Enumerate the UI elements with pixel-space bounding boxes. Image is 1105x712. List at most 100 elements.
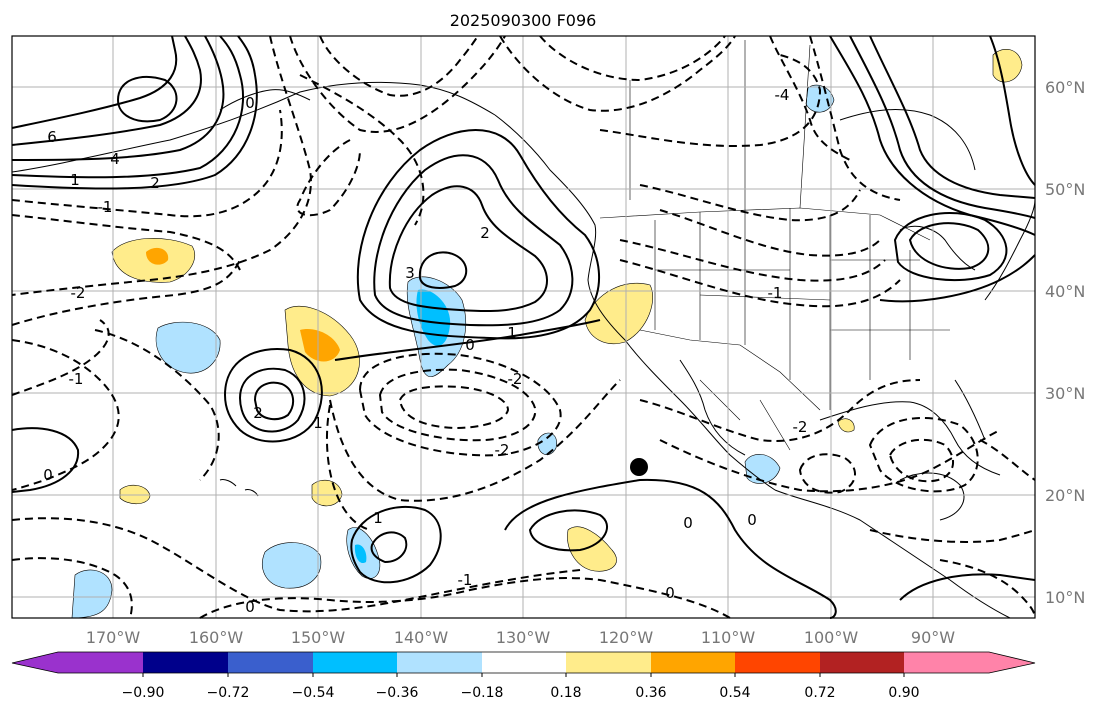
coast-east bbox=[984, 199, 1036, 301]
contour-pos-low-ring-2 bbox=[238, 367, 306, 433]
contour-neg-low-4 bbox=[329, 379, 621, 502]
colorbar-segment bbox=[397, 652, 482, 673]
coast-florida bbox=[954, 379, 986, 441]
border-us-mexico bbox=[639, 329, 821, 411]
shade-yellow-gulf bbox=[837, 418, 855, 433]
contour-label: 0 bbox=[683, 514, 693, 532]
lon-label: 110°W bbox=[701, 628, 756, 647]
shade-orange-central bbox=[300, 329, 340, 362]
contour-neg-west-1 bbox=[11, 319, 110, 396]
contour-label: 0 bbox=[665, 584, 675, 602]
shade-blue-northeast bbox=[805, 84, 835, 113]
colorbar-right-extend bbox=[989, 652, 1035, 673]
contour-neg-north-3 bbox=[319, 35, 479, 97]
contour-neg-center-4 bbox=[599, 54, 822, 147]
shade-yellow-northeast bbox=[992, 48, 1023, 83]
lat-label: 60°N bbox=[1045, 78, 1085, 97]
colorbar-tick-label: 0.72 bbox=[804, 685, 835, 701]
shade-blue-mexico bbox=[744, 454, 781, 484]
contour-neg-se-2 bbox=[939, 559, 1036, 619]
contour-neg-center-6 bbox=[619, 259, 901, 308]
contour-pos-south-4 bbox=[528, 509, 609, 552]
contour-label: 3 bbox=[405, 264, 415, 282]
contour-neg-north-4 bbox=[11, 109, 283, 218]
colorbar-segment bbox=[820, 652, 904, 673]
contour-pos-ne-2 bbox=[849, 35, 1036, 219]
contour-neg-mex-2 bbox=[659, 429, 1001, 493]
contour-label: -1 bbox=[458, 571, 473, 589]
contour-pos-alaska-1 bbox=[11, 35, 245, 179]
contour-neg-center-3 bbox=[539, 35, 726, 82]
lon-label: 170°W bbox=[86, 628, 141, 647]
colorbar-tick-label: −0.54 bbox=[292, 685, 335, 701]
contour-neg-south-3 bbox=[199, 577, 731, 619]
shade-blue-southwest bbox=[71, 569, 113, 619]
contour-label: -4 bbox=[775, 86, 790, 104]
shade-yellow-small-2 bbox=[119, 484, 151, 505]
border-states-1 bbox=[654, 208, 791, 380]
coastlines bbox=[11, 81, 1036, 619]
coast-central-america bbox=[774, 489, 1011, 619]
coast-alaska bbox=[11, 81, 496, 173]
contour-neg-mex-1 bbox=[639, 379, 921, 442]
contour-pos-alaska-5 bbox=[11, 35, 178, 129]
border-states-2 bbox=[655, 215, 831, 410]
contour-pos-alaska-4 bbox=[11, 35, 202, 146]
contour-neg-gulf-3 bbox=[979, 439, 1036, 481]
colorbar-segment bbox=[904, 652, 989, 673]
contour-pos-low-ring-1 bbox=[223, 348, 323, 443]
contour-neg-center-8 bbox=[659, 209, 881, 257]
contour-pos-high bbox=[356, 129, 601, 340]
contour-pos-west-1 bbox=[11, 427, 80, 493]
shade-deepblue-south-2 bbox=[354, 544, 367, 564]
colorbar-segment bbox=[143, 652, 228, 673]
contour-neg-nw-1 bbox=[299, 74, 425, 226]
contour-label: 1 bbox=[507, 324, 517, 342]
contour-label: 1 bbox=[70, 171, 80, 189]
contour-label: -1 bbox=[98, 198, 113, 216]
dashed-contours bbox=[11, 35, 1036, 619]
location-marker bbox=[630, 458, 648, 476]
colorbar-tick-label: 0.18 bbox=[550, 685, 581, 701]
contour-pos-alaska-2 bbox=[11, 35, 258, 190]
lat-label: 50°N bbox=[1045, 180, 1085, 199]
contour-neg-south-2 bbox=[11, 557, 133, 619]
coast-hudson bbox=[839, 109, 976, 171]
contour-neg-low-5 bbox=[326, 404, 371, 531]
contour-label: 2 bbox=[253, 404, 263, 422]
contour-pos-high-3 bbox=[388, 185, 548, 313]
contour-label: -1 bbox=[69, 370, 84, 388]
solid-contours bbox=[11, 35, 1036, 619]
coast-mexico-gulf bbox=[679, 359, 746, 456]
border-mexico-states bbox=[699, 379, 791, 451]
shade-yellow-south bbox=[567, 526, 617, 572]
contour-label: -2 bbox=[71, 284, 86, 302]
contour-pos-low-ring-3 bbox=[253, 381, 295, 421]
colorbar-segment bbox=[228, 652, 313, 673]
contour-label: -2 bbox=[508, 370, 523, 388]
contour-label: 4 bbox=[110, 150, 120, 168]
contour-label: 0 bbox=[465, 336, 475, 354]
coast-great-lakes bbox=[899, 225, 976, 271]
lon-label: 140°W bbox=[394, 628, 449, 647]
political-borders bbox=[599, 40, 950, 451]
contour-pos-ne-ring bbox=[893, 212, 1008, 282]
contour-neg-center-5 bbox=[639, 184, 861, 222]
colorbar-segment bbox=[651, 652, 735, 673]
shade-blue-small-1 bbox=[537, 432, 557, 455]
contour-pos-south-3 bbox=[504, 478, 837, 619]
border-states-3 bbox=[830, 215, 950, 380]
colorbar-tick-label: −0.90 bbox=[122, 685, 165, 701]
contour-neg-low-2 bbox=[378, 368, 537, 442]
colorbar-tick-label: −0.36 bbox=[376, 685, 419, 701]
lon-label: 160°W bbox=[189, 628, 244, 647]
contour-neg-center-1 bbox=[296, 139, 361, 217]
contour-neg-low-3 bbox=[398, 385, 510, 430]
coast-gulf bbox=[819, 401, 1001, 476]
contour-neg-mex-3 bbox=[798, 453, 856, 494]
map-title: 2025090300 F096 bbox=[450, 11, 597, 30]
lon-label: 120°W bbox=[599, 628, 654, 647]
contour-pos-south-2 bbox=[370, 531, 408, 564]
coast-yucatan bbox=[899, 472, 965, 521]
